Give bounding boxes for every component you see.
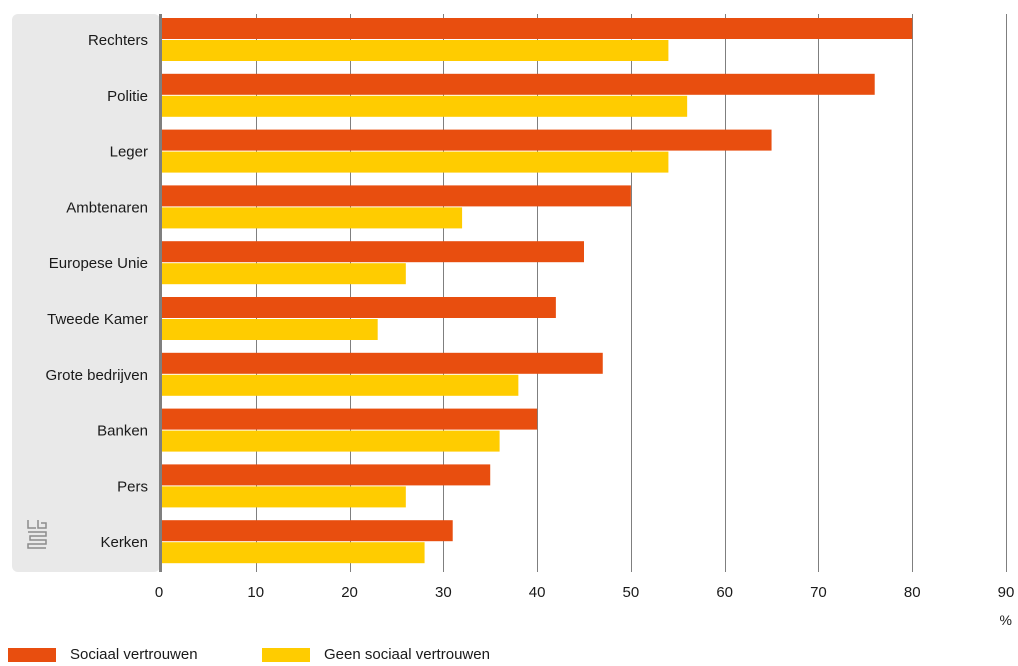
category-label: Banken: [97, 423, 148, 440]
bar: [162, 40, 669, 61]
x-tick-label: 60: [716, 584, 733, 601]
bar: [162, 464, 491, 486]
bar: [162, 374, 519, 396]
bars: [162, 18, 913, 564]
legend-item-geen-sociaal: Geen sociaal vertrouwen: [262, 646, 490, 664]
x-tick-label: 10: [247, 584, 264, 601]
x-tick-label: 80: [904, 584, 921, 601]
bar: [162, 207, 463, 229]
bar: [162, 408, 538, 430]
bar: [162, 430, 500, 452]
bar: [162, 486, 406, 508]
x-tick-label: 40: [529, 584, 546, 601]
x-tick-label: 20: [341, 584, 358, 601]
bar: [162, 73, 875, 95]
category-label: Europese Unie: [49, 255, 148, 272]
category-label: Rechters: [88, 32, 148, 49]
cbs-logo: [27, 520, 47, 549]
bar: [162, 95, 688, 117]
bar: [162, 352, 603, 374]
category-label: Grote bedrijven: [45, 367, 148, 384]
category-label: Ambtenaren: [66, 199, 148, 216]
legend: Sociaal vertrouwen Geen sociaal vertrouw…: [0, 646, 1018, 666]
category-label: Leger: [110, 144, 148, 161]
category-label-panel: [12, 14, 160, 572]
legend-swatch-geen-sociaal: [262, 648, 310, 662]
x-tick-label: 90: [998, 584, 1015, 601]
x-axis-unit-label: %: [1000, 612, 1012, 628]
bar: [162, 151, 669, 173]
x-tick-label: 70: [810, 584, 827, 601]
bar: [162, 241, 584, 263]
category-labels: Rechters Politie Leger Ambtenaren Europese U…: [45, 32, 148, 551]
legend-label-sociaal: Sociaal vertrouwen: [70, 646, 198, 663]
bar: [162, 542, 425, 564]
bar: [162, 520, 453, 542]
legend-swatch-sociaal: [8, 648, 56, 662]
legend-item-sociaal: Sociaal vertrouwen: [8, 646, 198, 664]
x-tick-label: 0: [155, 584, 163, 601]
x-tick-labels: 0 10 20 30 40 50 60 70 80 90: [155, 584, 1015, 601]
bar: [162, 263, 406, 285]
category-label: Tweede Kamer: [47, 311, 148, 328]
bar: [162, 319, 378, 340]
bar: [162, 297, 556, 318]
bar: [162, 129, 772, 151]
category-label: Kerken: [100, 534, 148, 551]
category-label: Pers: [117, 478, 148, 495]
x-tick-label: 30: [435, 584, 452, 601]
bar: [162, 185, 631, 207]
bar: [162, 18, 913, 39]
x-tick-label: 50: [623, 584, 640, 601]
category-label: Politie: [107, 88, 148, 105]
legend-label-geen-sociaal: Geen sociaal vertrouwen: [324, 646, 490, 663]
